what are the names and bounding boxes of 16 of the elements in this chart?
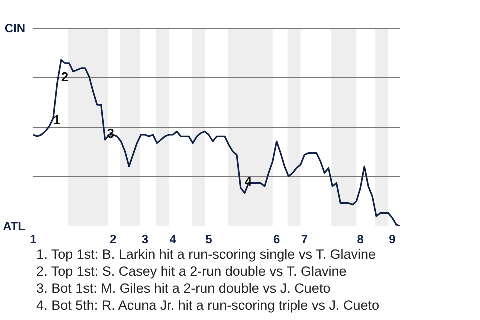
text: 4. Bot 5th: R. Acuna Jr. hit a run-scoring triple vs J. Cueto — [36, 298, 380, 313]
x-tick-label: 2 — [110, 232, 117, 246]
x-tick-label: 4 — [170, 232, 177, 246]
text: 1. Top 1st: B. Larkin hit a run-scoring single vs T. Glavine — [36, 247, 376, 262]
x-tick-label: 8 — [357, 232, 364, 246]
x-tick-label: 9 — [389, 232, 396, 246]
text: 2. Top 1st: S. Casey hit a 2-run double vs T. Glavine — [36, 264, 347, 279]
x-tick-label: 5 — [206, 232, 213, 246]
text: CIN — [4, 22, 26, 36]
text: ATL — [3, 220, 26, 234]
x-tick-label: 3 — [142, 232, 149, 246]
x-tick-label: 1 — [30, 232, 38, 246]
x-tick-label: 7 — [301, 232, 308, 246]
x-tick-label: 6 — [274, 232, 280, 246]
annotation: 1 — [53, 112, 61, 128]
text: 3. Bot 1st: M. Giles hit a 2-run double vs J. Cueto — [36, 281, 331, 296]
